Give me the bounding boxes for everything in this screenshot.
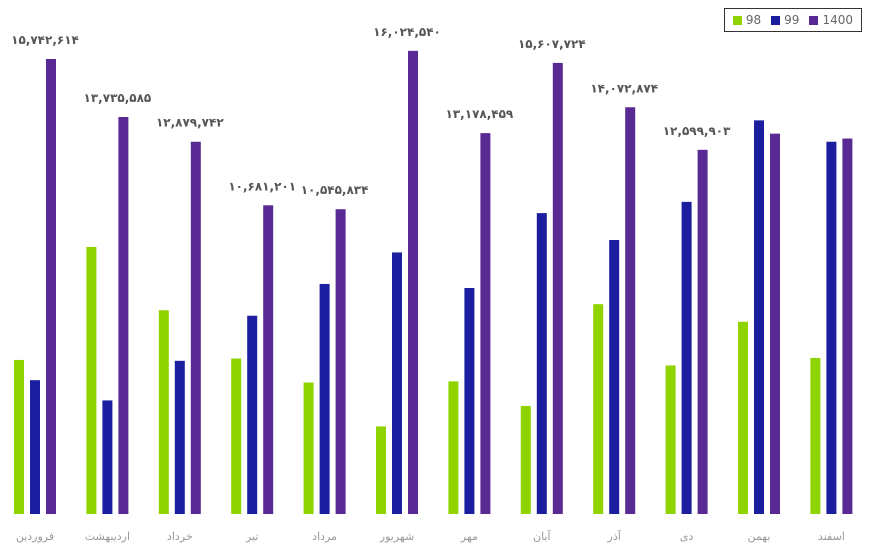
x-tick-label-2: اردیبهشت [85, 530, 130, 543]
bar-99-7[interactable] [464, 287, 475, 514]
legend-swatch-98 [732, 15, 742, 25]
bar-99-4[interactable] [247, 315, 258, 514]
bar-98-10[interactable] [665, 365, 676, 514]
bar-98-6[interactable] [376, 426, 386, 514]
x-tick-label-8: آبان [533, 529, 551, 543]
bar-1400-2[interactable] [118, 117, 129, 515]
x-tick-label-4: تیر [245, 530, 258, 543]
data-label-9: ۱۴,۰۷۲,۸۷۴ [590, 81, 658, 95]
bar-1400-6[interactable] [408, 50, 418, 514]
bar-98-3[interactable] [158, 310, 169, 514]
bar-99-9[interactable] [609, 240, 620, 514]
data-label-6: ۱۶,۰۲۴,۵۴۰ [373, 25, 441, 39]
data-label-10: ۱۲,۵۹۹,۹۰۳ [663, 124, 731, 138]
data-label-2: ۱۳,۷۳۵,۵۸۵ [84, 91, 152, 105]
bar-99-3[interactable] [174, 360, 185, 514]
bar-99-11[interactable] [754, 120, 764, 514]
bar-1400-1[interactable] [46, 59, 56, 514]
x-tick-label-12: اسفند [818, 530, 845, 543]
bar-1400-7[interactable] [480, 133, 491, 514]
data-label-5: ۱۰,۵۴۵,۸۳۴ [301, 183, 369, 197]
legend-swatch-1400 [809, 15, 819, 25]
data-label-7: ۱۳,۱۷۸,۴۵۹ [446, 107, 514, 121]
bar-98-5[interactable] [303, 382, 314, 514]
bar-98-9[interactable] [593, 304, 604, 514]
bar-99-2[interactable] [102, 400, 113, 514]
bar-98-7[interactable] [448, 381, 459, 514]
x-tick-label-3: خرداد [167, 530, 193, 543]
legend-label-1400: 1400 [822, 13, 853, 27]
bar-99-8[interactable] [536, 213, 547, 514]
x-tick-label-5: مرداد [312, 530, 337, 543]
bar-1400-11[interactable] [770, 133, 780, 514]
x-tick-label-9: آذر [607, 529, 622, 543]
data-label-3: ۱۲,۸۷۹,۷۴۲ [156, 116, 224, 130]
x-tick-label-6: شهریور [379, 530, 414, 543]
chart-legend: 98 99 1400 [723, 8, 862, 32]
legend-label-99: 99 [784, 13, 800, 27]
bar-1400-3[interactable] [190, 141, 201, 514]
bar-98-2[interactable] [86, 246, 97, 514]
legend-item-99[interactable]: 99 [771, 13, 799, 27]
data-label-8: ۱۵,۶۰۷,۷۲۴ [518, 37, 586, 51]
legend-item-1400[interactable]: 1400 [809, 13, 853, 27]
bar-99-10[interactable] [681, 201, 692, 515]
data-label-4: ۱۰,۶۸۱,۲۰۱ [228, 179, 296, 193]
legend-swatch-99 [771, 15, 781, 25]
bar-99-6[interactable] [392, 252, 402, 514]
x-tick-label-7: مهر [460, 530, 478, 543]
bar-1400-10[interactable] [697, 149, 708, 514]
bar-1400-8[interactable] [552, 62, 563, 514]
bar-99-5[interactable] [319, 283, 330, 514]
bar-99-1[interactable] [30, 380, 40, 514]
bar-1400-5[interactable] [335, 209, 346, 514]
bar-98-1[interactable] [14, 359, 24, 514]
x-tick-label-11: بهمن [748, 530, 771, 543]
bar-99-12[interactable] [826, 141, 837, 515]
bar-1400-12[interactable] [842, 138, 853, 514]
bar-98-8[interactable] [520, 405, 531, 514]
x-tick-label-10: دی [680, 530, 694, 543]
bar-98-11[interactable] [738, 321, 748, 514]
bar-1400-4[interactable] [263, 205, 274, 515]
data-label-1: ۱۵,۷۴۲,۶۱۴ [11, 33, 79, 47]
bar-1400-9[interactable] [625, 107, 636, 515]
legend-label-98: 98 [745, 13, 762, 27]
x-tick-label-1: فروردین [16, 530, 54, 543]
bar-98-4[interactable] [231, 358, 242, 514]
legend-item-98[interactable]: 98 [732, 13, 762, 27]
bar-98-12[interactable] [810, 357, 821, 514]
